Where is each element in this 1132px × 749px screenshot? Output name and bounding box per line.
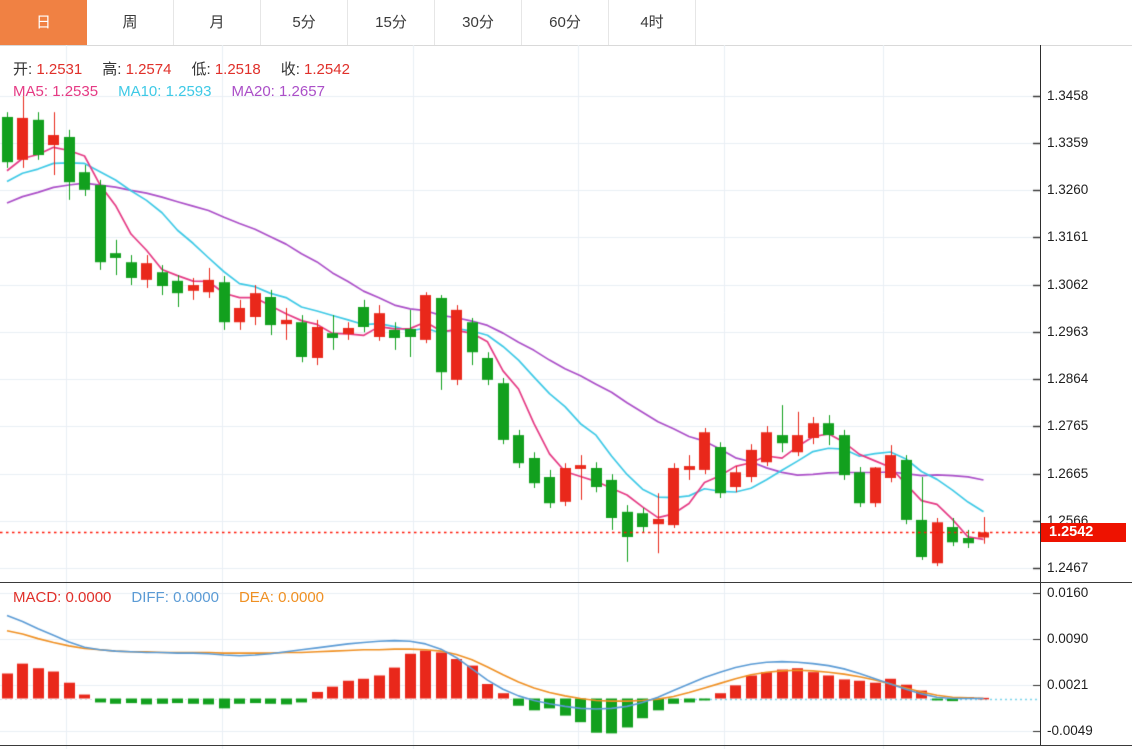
axis-border-line <box>1040 45 1041 745</box>
price-axis-label: 1.3359 <box>1047 135 1089 151</box>
price-axis-label: 1.3458 <box>1047 88 1089 103</box>
tab-4hour[interactable]: 4时 <box>609 0 696 45</box>
tab-5min[interactable]: 5分 <box>261 0 348 45</box>
panel-divider-line <box>0 582 1132 583</box>
macd-axis-label: 0.0160 <box>1047 585 1089 601</box>
tab-week[interactable]: 周 <box>87 0 174 45</box>
price-axis-label: 1.2467 <box>1047 560 1089 575</box>
ma-legend: MA5: 1.2535 MA10: 1.2593 MA20: 1.2657 <box>13 83 345 100</box>
macd-axis-label: 0.0021 <box>1047 676 1089 692</box>
tab-30min[interactable]: 30分 <box>435 0 522 45</box>
macd-chart-canvas[interactable] <box>0 580 1040 749</box>
price-axis-label: 1.2963 <box>1047 323 1089 339</box>
ohlc-high: 高: 1.2574 <box>102 61 172 78</box>
macd-axis-label: 0.0090 <box>1047 631 1089 647</box>
timeframe-toolbar: 日周月 5分 15分 30分 60分 4时 <box>0 0 1132 46</box>
diff-value: DIFF: 0.0000 <box>131 589 219 606</box>
macd-axis-label-clipped: -0.0119 <box>1047 746 1092 749</box>
macd-value: MACD: 0.0000 <box>13 589 112 606</box>
candlestick-chart-canvas[interactable] <box>0 45 1040 580</box>
tab-day[interactable]: 日 <box>0 0 87 45</box>
price-axis-label: 1.2765 <box>1047 418 1089 434</box>
ohlc-low: 低: 1.2518 <box>191 61 261 78</box>
tab-60min[interactable]: 60分 <box>522 0 609 45</box>
macd-legend: MACD: 0.0000 DIFF: 0.0000 DEA: 0.0000 <box>13 589 344 606</box>
tab-month[interactable]: 月 <box>174 0 261 45</box>
dea-value: DEA: 0.0000 <box>238 589 325 606</box>
ohlc-legend: 开: 1.2531 高: 1.2574 低: 1.2518 收: 1.2542 <box>13 58 370 79</box>
price-axis-label: 1.2665 <box>1047 465 1089 481</box>
ma5-value: MA5: 1.2535 <box>13 83 99 100</box>
macd-axis-label: -0.0049 <box>1047 722 1093 738</box>
price-axis-label: 1.2864 <box>1047 370 1089 386</box>
ma20-value: MA20: 1.2657 <box>231 83 325 100</box>
ohlc-open: 开: 1.2531 <box>13 61 83 78</box>
bottom-border-line <box>0 745 1132 746</box>
price-axis-label: 1.3161 <box>1047 229 1089 245</box>
price-axis-label: 1.3260 <box>1047 182 1089 198</box>
current-price-tag: 1.2542 <box>1041 522 1126 542</box>
ohlc-close: 收: 1.2542 <box>280 61 350 78</box>
ma10-value: MA10: 1.2593 <box>118 83 212 100</box>
tab-15min[interactable]: 15分 <box>348 0 435 45</box>
price-axis-label: 1.3062 <box>1047 276 1089 292</box>
